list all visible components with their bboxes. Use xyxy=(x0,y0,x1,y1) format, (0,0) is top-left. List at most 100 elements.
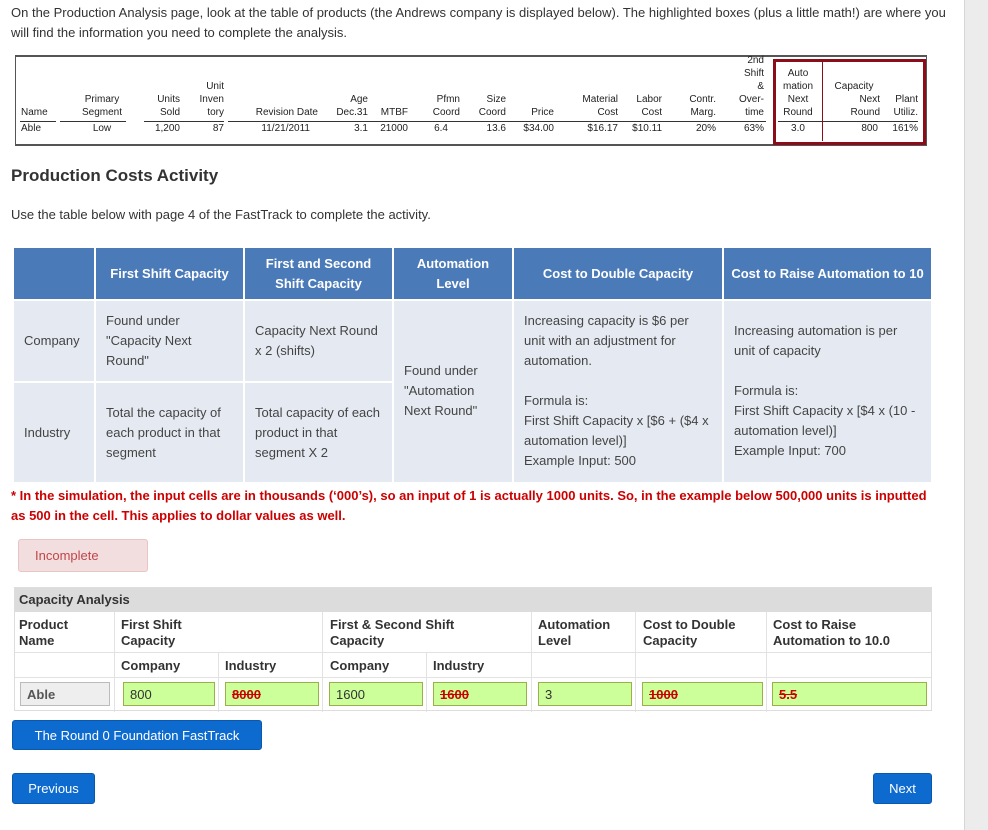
next-button[interactable]: Next xyxy=(873,773,932,804)
raise-automation-input[interactable] xyxy=(772,682,927,706)
hdr-capacity-2: Next xyxy=(859,94,880,105)
row-size: 13.6 xyxy=(486,123,506,134)
row-second-shift: 63% xyxy=(743,123,764,134)
highlight-divider xyxy=(822,61,823,141)
sub-company: Company xyxy=(121,658,181,673)
row-segment: Low xyxy=(92,123,112,134)
hdr-inven: Inven xyxy=(199,94,224,105)
hdr-name: Name xyxy=(21,107,48,118)
hdr-price: Price xyxy=(531,107,554,118)
row-capacity: 800 xyxy=(861,123,878,134)
divider xyxy=(114,612,115,712)
divider xyxy=(218,652,219,712)
hdr-age: Age xyxy=(350,94,368,105)
second-shift-company-input[interactable] xyxy=(329,682,423,706)
first-shift-industry-input[interactable] xyxy=(225,682,319,706)
row-material-cost: $16.17 xyxy=(587,123,618,134)
info-header-automation: Automation Level xyxy=(394,248,512,299)
divider xyxy=(766,612,767,712)
previous-button[interactable]: Previous xyxy=(12,773,95,804)
hdr-auto-4: Round xyxy=(783,107,813,118)
rule xyxy=(20,121,56,122)
double-capacity-example: Example Input: 500 xyxy=(524,453,637,468)
divider xyxy=(531,612,532,712)
rule xyxy=(228,121,618,122)
hdr-material-cost: Cost xyxy=(597,107,618,118)
hdr-dec31: Dec.31 xyxy=(336,107,368,118)
col-first-shift: First Shift Capacity xyxy=(121,617,182,648)
raise-automation-formula-label: Formula is: xyxy=(734,383,799,398)
hdr-auto-1: Auto xyxy=(787,68,809,79)
hdr-second-shift-2: Shift xyxy=(743,68,764,79)
double-capacity-note: Increasing capacity is $6 per unit with … xyxy=(514,301,722,482)
row-revision-date: 11/21/2011 xyxy=(261,123,310,134)
hdr-contr: Contr. xyxy=(689,94,716,105)
hdr-marg: Marg. xyxy=(690,107,716,118)
row-inventory: 87 xyxy=(212,123,224,134)
divider xyxy=(15,652,931,653)
rule xyxy=(576,121,766,122)
hdr-units: Units xyxy=(157,94,180,105)
capacity-analysis-form: Capacity Analysis Product Name First Shi… xyxy=(14,587,932,712)
hdr-plant-1: Plant xyxy=(895,94,918,105)
hdr-pfmn: Pfmn xyxy=(436,94,460,105)
sub-industry: Industry xyxy=(225,658,277,673)
second-shift-industry-input[interactable] xyxy=(433,682,527,706)
hdr-revision-date: Revision Date xyxy=(255,107,318,118)
double-capacity-formula-label: Formula is: xyxy=(524,393,589,408)
info-header-double-capacity: Cost to Double Capacity xyxy=(514,248,722,299)
hdr-material: Material xyxy=(582,94,618,105)
row-automation: 3.0 xyxy=(791,123,805,134)
automation-level-input[interactable] xyxy=(538,682,632,706)
divider xyxy=(426,652,427,712)
row-price: $34.00 xyxy=(523,123,554,134)
info-header-blank xyxy=(14,248,94,299)
raise-automation-example: Example Input: 700 xyxy=(734,443,847,458)
fasttrack-button[interactable]: The Round 0 Foundation FastTrack xyxy=(12,720,262,750)
rule xyxy=(60,121,126,122)
double-capacity-formula: First Shift Capacity x [$6 + ($4 x autom… xyxy=(524,413,709,448)
hdr-segment: Segment xyxy=(81,107,123,118)
product-name-field xyxy=(20,682,110,706)
hdr-second-shift-4: Over- xyxy=(739,94,764,105)
info-header-first-shift: First Shift Capacity xyxy=(96,248,243,299)
status-badge: Incomplete xyxy=(18,539,148,572)
hdr-pfmn-coord: Coord xyxy=(432,107,460,118)
company-first-shift-note: Found under "Capacity Next Round" xyxy=(96,301,243,381)
highlight-box xyxy=(773,59,926,145)
double-capacity-input[interactable] xyxy=(642,682,763,706)
section-subtext: Use the table below with page 4 of the F… xyxy=(11,207,431,222)
col-raise-automation: Cost to Raise Automation to 10.0 xyxy=(773,617,891,648)
raise-automation-formula: First Shift Capacity x [$4 x (10 - autom… xyxy=(734,403,916,438)
sub-industry: Industry xyxy=(433,658,485,673)
row-mtbf: 21000 xyxy=(380,123,408,134)
raise-automation-note: Increasing automation is per unit of cap… xyxy=(724,301,931,482)
col-product-name: Product Name xyxy=(19,617,69,648)
hdr-auto-2: mation xyxy=(782,81,813,92)
rule xyxy=(778,121,918,122)
product-report-table: Name Primary Segment Units Sold Unit Inv… xyxy=(15,55,927,146)
divider xyxy=(322,612,323,712)
info-header-second-shift: First and Second Shift Capacity xyxy=(245,248,392,299)
hdr-capacity-1: Capacity xyxy=(834,81,874,92)
hdr-mtbf: MTBF xyxy=(380,107,408,118)
row-label-industry: Industry xyxy=(14,383,94,482)
intro-text: On the Production Analysis page, look at… xyxy=(11,5,946,40)
hdr-size: Size xyxy=(486,94,506,105)
col-second-shift: First & Second Shift Capacity xyxy=(330,617,455,648)
hdr-unit: Unit xyxy=(206,81,224,92)
first-shift-company-input[interactable] xyxy=(123,682,215,706)
hdr-second-shift-1: 2nd xyxy=(747,55,764,66)
row-age: 3.1 xyxy=(354,123,368,134)
hdr-primary: Primary xyxy=(84,94,120,105)
thousands-note: * In the simulation, the input cells are… xyxy=(11,488,927,523)
hdr-capacity-3: Round xyxy=(850,107,880,118)
divider xyxy=(635,612,636,712)
form-title: Capacity Analysis xyxy=(15,588,931,612)
row-label-company: Company xyxy=(14,301,94,381)
hdr-auto-3: Next xyxy=(787,94,809,105)
col-automation: Automation Level xyxy=(538,617,611,648)
info-header-raise-automation: Cost to Raise Automation to 10 xyxy=(724,248,931,299)
col-double-capacity: Cost to Double Capacity xyxy=(643,617,736,648)
row-pfmn: 6.4 xyxy=(434,123,448,134)
